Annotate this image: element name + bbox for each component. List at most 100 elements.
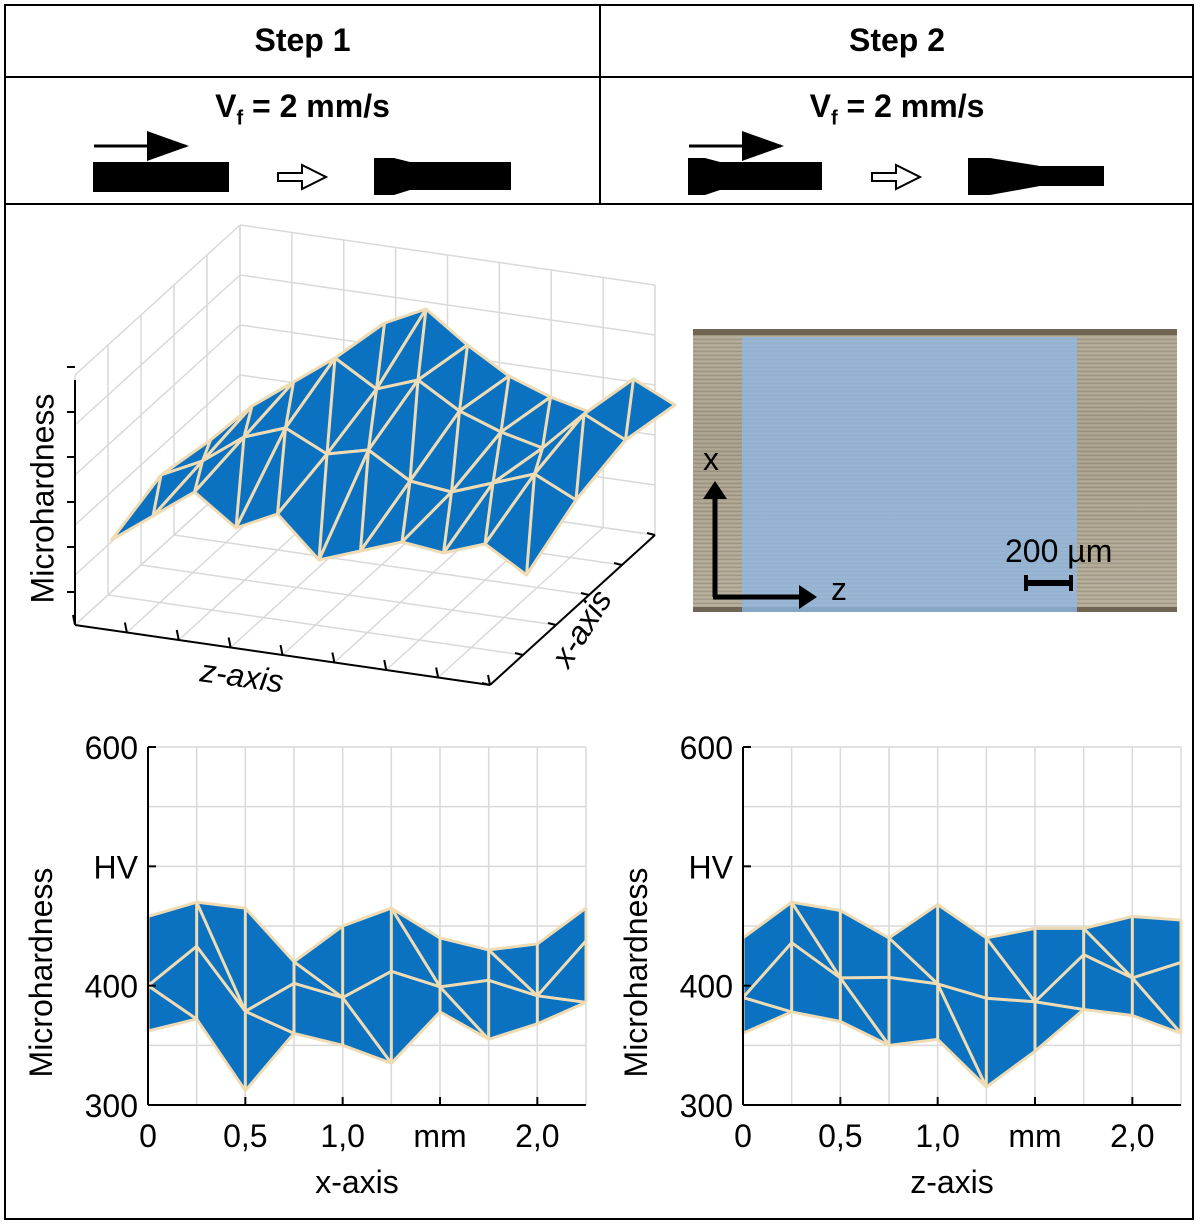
mesh-line (450, 410, 461, 493)
mesh-line (790, 901, 842, 979)
mesh-line (193, 460, 204, 493)
step2-label: Step 2 (848, 22, 946, 58)
x-tick-label: 1,0 (915, 1118, 959, 1154)
mesh-line (487, 948, 539, 997)
chart-z-profile: 300 400 HV 600 0 0,5 1,0 mm 2,0 z-axis Microhardne… (618, 730, 1183, 1200)
mesh-line (293, 960, 344, 999)
y-tick-label: HV (94, 849, 139, 885)
mesh-line (242, 405, 254, 438)
mesh-line (541, 396, 552, 449)
x-axis-label: x-axis (315, 1164, 399, 1200)
grid-line (437, 526, 604, 679)
x-tick (331, 652, 336, 663)
grid-line (74, 324, 241, 476)
mesh-line (390, 907, 442, 988)
x-tick (123, 622, 128, 633)
x-tick (487, 674, 491, 686)
y-tick (646, 532, 656, 536)
mesh-line (442, 491, 453, 554)
y-tick (580, 592, 590, 596)
y-axis-label: Microhardness (618, 868, 654, 1078)
lower-envelope-line (742, 1008, 1182, 1089)
upper-envelope-line (147, 900, 587, 964)
mesh-line (276, 427, 287, 515)
workpiece-step2-icon (968, 158, 1104, 195)
mesh-line (438, 985, 490, 1041)
x-tick-label: mm (413, 1118, 466, 1154)
y-tick-label: 300 (680, 1088, 733, 1124)
scale-label: 200 µm (1005, 533, 1113, 569)
mesh-line (1131, 976, 1183, 1035)
grid-line (173, 534, 590, 596)
x-tick (227, 637, 232, 648)
workpiece-step1-icon (374, 158, 511, 195)
x-tick (435, 667, 440, 678)
step1-label: Step 1 (254, 22, 351, 58)
mesh-line (525, 473, 536, 576)
mesh-line (375, 322, 386, 390)
mesh-line (499, 375, 511, 433)
mesh-line (195, 901, 247, 1012)
y-tick (547, 622, 557, 626)
mesh-line (341, 996, 393, 1065)
process-arrow-icon (871, 163, 923, 191)
mesh-line (537, 994, 587, 1004)
grid-line (239, 224, 656, 286)
y-tick-label: 400 (680, 969, 733, 1005)
x-axis-label: z-axis (910, 1164, 994, 1200)
mesh-line (234, 436, 246, 529)
mesh-line (1034, 1000, 1084, 1012)
y-tick-label: 300 (85, 1088, 138, 1124)
measured-area-overlay (742, 337, 1077, 612)
mesh-line (400, 480, 412, 543)
process-arrow-icon (277, 163, 329, 191)
mesh-line (936, 983, 988, 1088)
mesh-line (367, 388, 378, 451)
workpiece-step1-icon (688, 158, 822, 195)
x-tick-label: 0 (734, 1118, 752, 1154)
y-tick (514, 652, 524, 656)
y-axis-label: Microhardness (23, 868, 59, 1078)
mesh-line (985, 937, 1037, 1003)
x-tick-label: 2,0 (1110, 1118, 1154, 1154)
grid-line (140, 564, 557, 626)
mesh-line (574, 413, 586, 501)
mesh-line (458, 344, 469, 412)
lower-envelope-line (147, 1001, 587, 1093)
grid-line (74, 274, 241, 426)
x-tick (383, 659, 388, 671)
micro-z-label: z (831, 571, 847, 607)
mesh-line (624, 378, 635, 441)
grid-line (74, 224, 241, 376)
mesh-line (839, 977, 891, 1047)
x-tick (72, 614, 76, 626)
mesh-line (887, 936, 939, 985)
y-tick-label: HV (689, 849, 734, 885)
x-tick-label: 0,5 (818, 1118, 862, 1154)
upper-envelope-line (742, 900, 1182, 940)
mesh-line (416, 308, 428, 381)
grid-line (74, 374, 241, 526)
mesh-line (533, 447, 544, 475)
mesh-line (742, 996, 793, 1014)
x-tick-label: mm (1008, 1118, 1061, 1154)
mesh-line (147, 984, 198, 1021)
step2-speed: Vf = 2 mm/s (809, 88, 985, 130)
x-tick-label: 0,5 (223, 1118, 267, 1154)
x-tick-label: 2,0 (515, 1118, 559, 1154)
mesh-line (408, 379, 420, 482)
y-tick (481, 682, 491, 686)
y-tick (613, 562, 623, 566)
workpiece-blank-icon (93, 162, 229, 192)
mesh-line (284, 381, 295, 429)
mesh-line (741, 941, 1182, 1004)
mesh-line (317, 453, 329, 561)
micrograph: x z 200 µm (693, 329, 1177, 612)
y-axis-line (489, 534, 656, 686)
grid-line (107, 594, 524, 656)
mesh-line (359, 449, 370, 552)
axes-arrows (703, 481, 1073, 609)
x-tick (175, 629, 180, 641)
y-tick-label: 600 (680, 730, 733, 766)
x-tick-label: 1,0 (320, 1118, 364, 1154)
